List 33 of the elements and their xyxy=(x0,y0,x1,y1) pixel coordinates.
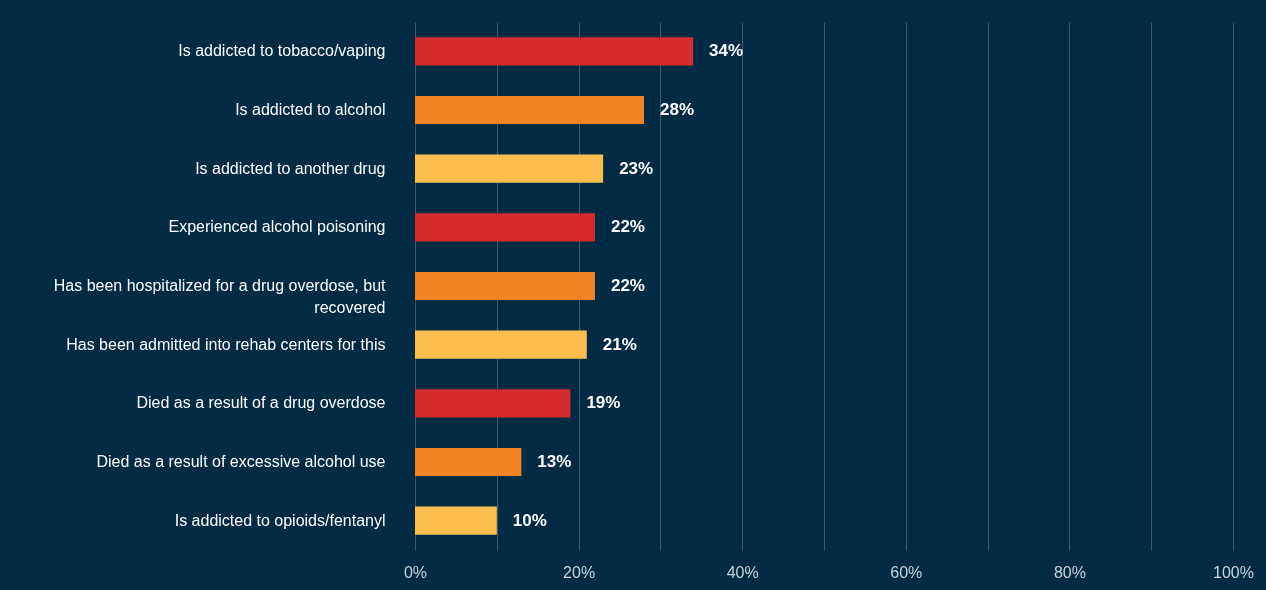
x-tick-label: 0% xyxy=(403,563,428,581)
y-tick-label: Experienced alcohol poisoning xyxy=(168,218,386,236)
data-label: 22% xyxy=(610,217,645,237)
bar xyxy=(415,506,497,535)
y-tick-label: Died as a result of excessive alcohol use xyxy=(96,453,386,470)
bar xyxy=(415,95,645,125)
bar xyxy=(415,154,604,183)
bar xyxy=(415,389,571,418)
bar xyxy=(415,37,694,66)
data-label: 34% xyxy=(709,41,744,61)
y-tick-label: Is addicted to alcohol xyxy=(235,101,386,118)
x-tick-label: 40% xyxy=(726,563,759,581)
data-label: 28% xyxy=(660,100,695,119)
data-label: 22% xyxy=(610,276,645,295)
bar xyxy=(415,330,587,359)
y-tick-label: Has been admitted into rehab centers for this xyxy=(66,335,386,353)
data-label: 13% xyxy=(537,452,572,471)
x-tick-label: 20% xyxy=(563,563,596,581)
x-tick-label: 80% xyxy=(1053,563,1086,581)
bar xyxy=(415,447,522,477)
x-tick-label: 100% xyxy=(1213,563,1254,581)
data-label: 19% xyxy=(586,393,621,413)
y-tick-label: Has been hospitalized for a drug overdose, but recovered xyxy=(53,277,387,316)
bar xyxy=(415,213,595,242)
bar xyxy=(415,271,595,301)
y-tick-label: Is addicted to another drug xyxy=(195,159,386,177)
data-label: 21% xyxy=(602,334,637,354)
y-tick-label: Is addicted to tobacco/vaping xyxy=(178,42,386,60)
y-tick-label: Is addicted to opioids/fentanyl xyxy=(174,511,386,529)
y-tick-label: Died as a result of a drug overdose xyxy=(136,394,386,412)
data-label: 10% xyxy=(512,510,547,530)
data-label: 23% xyxy=(619,158,654,178)
x-tick-label: 60% xyxy=(890,563,923,581)
